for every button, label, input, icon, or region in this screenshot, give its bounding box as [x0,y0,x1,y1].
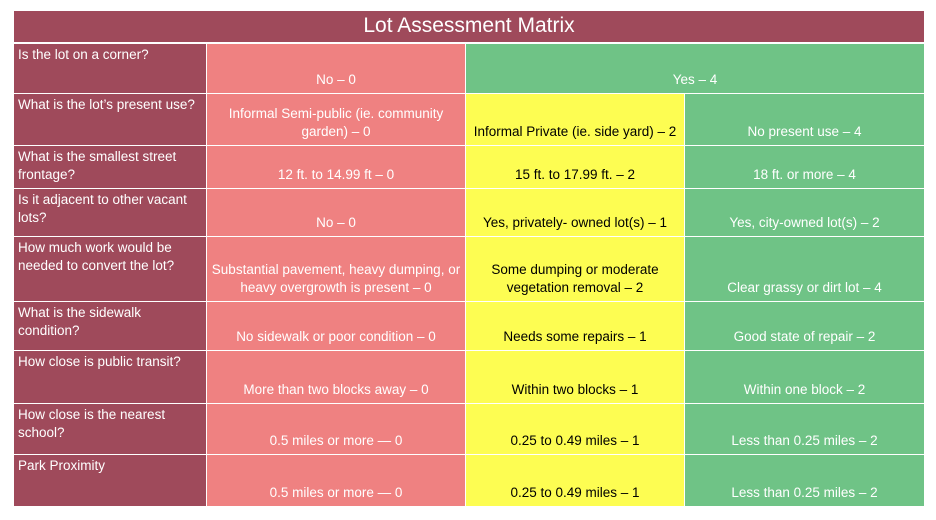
question-street-frontage: What is the smallest street frontage? [13,144,207,189]
table-row: What is the sidewalk condition? No sidew… [13,301,925,352]
table-row: Park Proximity 0.5 miles or more — 0 0.2… [13,454,925,507]
score-low: 0.5 miles or more — 0 [206,454,466,507]
score-high: No present use – 4 [684,92,925,146]
table-row: How much work would be needed to convert… [13,236,925,303]
score-mid: Within two blocks – 1 [465,350,685,405]
score-high: Yes, city-owned lot(s) – 2 [684,187,925,238]
score-mid: Some dumping or moderate vegetation remo… [465,236,685,303]
score-high: Less than 0.25 miles – 2 [684,454,925,507]
score-mid: 0.25 to 0.49 miles – 1 [465,403,685,456]
question-corner: Is the lot on a corner? [13,42,207,94]
score-high: 18 ft. or more – 4 [684,144,925,189]
lot-assessment-matrix: Lot Assessment Matrix Is the lot on a co… [13,9,925,507]
table-row: What is the smallest street frontage? 12… [13,144,925,189]
matrix-title: Lot Assessment Matrix [13,9,925,44]
question-park-proximity: Park Proximity [13,454,207,507]
score-low: No – 0 [206,42,466,94]
score-low: More than two blocks away – 0 [206,350,466,405]
score-low: Informal Semi-public (ie. community gard… [206,92,466,146]
table-row: How close is public transit? More than t… [13,350,925,405]
score-mid: Informal Private (ie. side yard) – 2 [465,92,685,146]
table-row: What is the lot’s present use? Informal … [13,92,925,146]
score-low: No sidewalk or poor condition – 0 [206,301,466,352]
question-public-transit: How close is public transit? [13,350,207,405]
question-conversion-work: How much work would be needed to convert… [13,236,207,303]
table-row: Is it adjacent to other vacant lots? No … [13,187,925,238]
score-mid: 0.25 to 0.49 miles – 1 [465,454,685,507]
table-row: How close is the nearest school? 0.5 mil… [13,403,925,456]
question-adjacent-lots: Is it adjacent to other vacant lots? [13,187,207,238]
score-mid: Needs some repairs – 1 [465,301,685,352]
score-high: Good state of repair – 2 [684,301,925,352]
score-low: No – 0 [206,187,466,238]
score-low: Substantial pavement, heavy dumping, or … [206,236,466,303]
score-high: Less than 0.25 miles – 2 [684,403,925,456]
score-mid: Yes, privately- owned lot(s) – 1 [465,187,685,238]
score-high: Yes – 4 [465,42,925,94]
score-low: 0.5 miles or more — 0 [206,403,466,456]
table-row: Is the lot on a corner? No – 0 Yes – 4 [13,42,925,94]
question-present-use: What is the lot’s present use? [13,92,207,146]
question-sidewalk: What is the sidewalk condition? [13,301,207,352]
question-nearest-school: How close is the nearest school? [13,403,207,456]
score-high: Clear grassy or dirt lot – 4 [684,236,925,303]
score-high: Within one block – 2 [684,350,925,405]
score-mid: 15 ft. to 17.99 ft. – 2 [465,144,685,189]
score-low: 12 ft. to 14.99 ft – 0 [206,144,466,189]
